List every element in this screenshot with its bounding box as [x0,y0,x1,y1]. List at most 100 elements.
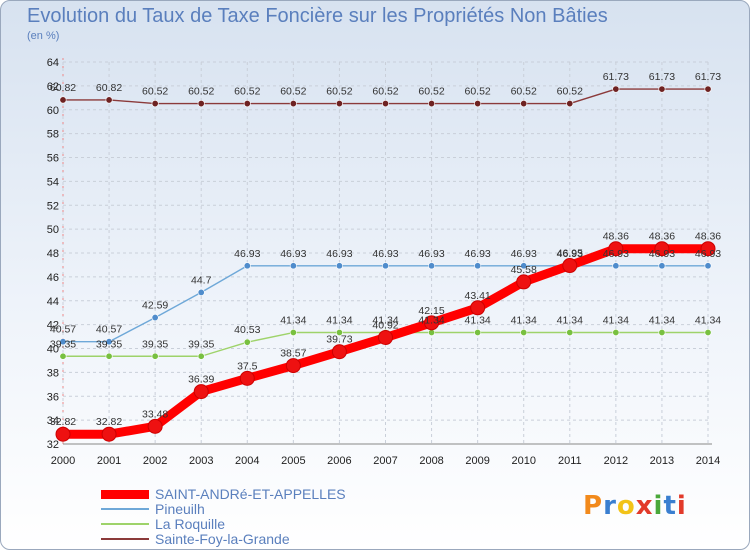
data-label: 39.35 [142,338,168,350]
data-label: 45.58 [511,264,537,276]
data-point [612,85,620,93]
x-tick-label: 2005 [281,455,305,467]
data-label: 48.36 [649,231,675,243]
data-label: 46.93 [557,248,583,260]
y-tick-label: 42 [47,320,59,332]
data-label: 41.34 [326,315,352,327]
data-point [197,100,205,108]
x-tick-label: 2011 [558,455,582,467]
data-point [700,241,716,257]
x-tick-label: 2010 [511,455,535,467]
data-point [151,314,159,322]
data-point [381,100,389,108]
legend-label: Sainte-Foy-la-Grande [155,531,290,547]
legend-swatch [101,490,149,499]
data-label: 61.73 [649,71,675,83]
data-point [428,262,436,270]
data-label: 60.82 [96,82,122,94]
x-tick-label: 2012 [604,455,628,467]
data-label: 39.35 [96,338,122,350]
x-tick-label: 2000 [51,455,75,467]
data-label: 40.57 [50,324,76,336]
data-point [289,262,297,270]
grid [62,61,709,445]
data-label: 60.52 [188,86,214,98]
logo-letter: r [603,491,617,521]
legend-label: La Roquille [155,516,226,532]
data-label: 61.73 [603,71,629,83]
data-point [658,262,666,270]
data-point [197,288,205,296]
data-label: 42.15 [418,305,444,317]
data-point [243,100,251,108]
data-label: 32.82 [50,416,76,428]
logo-letter: i [676,491,687,521]
y-tick-label: 36 [47,391,59,403]
data-label: 40.92 [372,320,398,332]
legend-swatch [101,508,149,510]
data-point [704,329,712,337]
data-label: 41.34 [418,315,444,327]
data-point [289,100,297,108]
data-label: 37.5 [237,360,258,372]
data-label: 46.93 [372,248,398,260]
data-point [654,241,670,257]
data-point [59,338,67,346]
y-tick-label: 44 [47,296,59,308]
data-point [520,100,528,108]
data-point [147,418,163,434]
data-label: 41.34 [280,315,306,327]
data-point [566,329,574,337]
legend-swatch [101,538,149,540]
data-point [658,85,666,93]
data-label: 41.34 [511,315,537,327]
data-label: 41.34 [557,315,583,327]
data-point [335,262,343,270]
data-point [474,329,482,337]
data-point [151,352,159,360]
x-tick-label: 2008 [419,455,443,467]
data-point [335,329,343,337]
data-label: 48.36 [603,231,629,243]
data-label: 60.52 [372,86,398,98]
data-label: 60.52 [418,86,444,98]
data-label: 46.93 [465,248,491,260]
data-point [381,262,389,270]
data-point [285,358,301,374]
y-tick-label: 38 [47,367,59,379]
data-label: 42.59 [142,300,168,312]
data-point [239,370,255,386]
data-point [59,96,67,104]
data-label: 40.53 [234,324,260,336]
legend-label: SAINT-ANDRé-ET-APPELLES [155,486,346,502]
x-tick-label: 2003 [189,455,213,467]
x-tick-label: 2009 [465,455,489,467]
data-label: 39.35 [50,338,76,350]
y-tick-label: 46 [47,272,59,284]
data-point [243,338,251,346]
data-label: 43.41 [465,290,491,302]
chart-title: Evolution du Taux de Taxe Foncière sur l… [27,5,608,27]
x-tick-label: 2013 [650,455,674,467]
data-point [197,352,205,360]
data-label: 46.93 [418,248,444,260]
data-point [289,329,297,337]
logo-letter: t [663,491,677,521]
data-label: 48.36 [695,231,721,243]
data-label: 40.57 [96,324,122,336]
proxiti-logo: Proxiti [583,491,687,521]
data-label: 39.35 [188,338,214,350]
data-label: 61.73 [695,71,721,83]
data-point [470,300,486,316]
data-point [105,352,113,360]
y-tick-label: 56 [47,153,59,165]
data-label: 36.39 [188,374,214,386]
data-point [608,241,624,257]
data-point [105,338,113,346]
chart-subtitle: (en %) [27,30,60,42]
data-label: 60.52 [326,86,352,98]
data-label: 41.34 [695,315,721,327]
y-tick-label: 40 [47,344,59,356]
data-point [516,274,532,290]
